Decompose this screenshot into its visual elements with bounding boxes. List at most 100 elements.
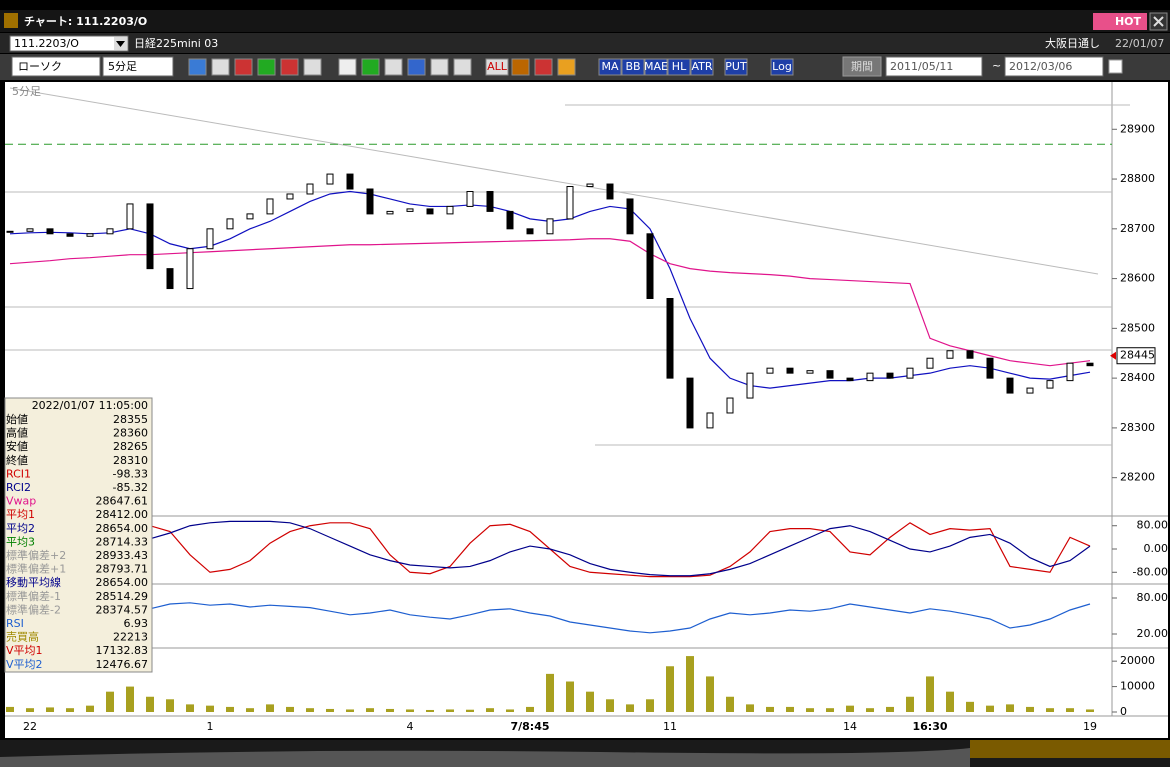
candle — [346, 173, 354, 190]
y-tick-label: 28500 — [1120, 321, 1155, 334]
tool-icon[interactable] — [257, 58, 276, 76]
title-bar — [0, 10, 1170, 32]
volume-bar — [406, 709, 414, 712]
candle — [506, 210, 514, 230]
tool-icon[interactable] — [280, 58, 299, 76]
volume-bar — [106, 691, 114, 712]
y-tick-label: 10000 — [1120, 680, 1155, 693]
y-tick-label: 80.00 — [1137, 519, 1169, 532]
tool-icon[interactable] — [690, 58, 714, 76]
period-button[interactable] — [842, 56, 882, 77]
symbol-input[interactable] — [9, 35, 129, 52]
y-tick-label: 0.00 — [1144, 542, 1169, 555]
candle — [486, 190, 494, 212]
candle — [286, 193, 294, 200]
volume-bar — [426, 709, 434, 712]
tool-icon[interactable] — [338, 58, 357, 76]
tool-icon-label: ATR — [691, 60, 712, 73]
from-date: 2011/05/11 — [890, 60, 953, 73]
info-label: RSI — [6, 617, 24, 630]
volume-bar — [346, 709, 354, 712]
tool-icon[interactable] — [621, 58, 645, 76]
tool-icon-label: HL — [672, 60, 687, 73]
candle — [706, 412, 714, 429]
volume-bar — [746, 704, 754, 712]
tool-icon[interactable] — [534, 58, 553, 76]
volume-bar — [486, 708, 494, 712]
candle — [826, 370, 834, 379]
to-input[interactable] — [1004, 56, 1104, 77]
symbol-name: 日経225mini 03 — [134, 37, 218, 50]
tool-icon[interactable] — [770, 58, 794, 76]
tool-icon[interactable] — [234, 58, 253, 76]
info-label: 高値 — [6, 426, 28, 440]
tool-icon-label: Log — [772, 60, 792, 73]
date: 22/01/07 — [1115, 37, 1164, 50]
tool-icon[interactable] — [430, 58, 449, 76]
interval-select[interactable] — [102, 56, 174, 77]
candle — [246, 213, 254, 220]
tool-icon[interactable] — [724, 58, 748, 76]
candle — [566, 186, 574, 220]
info-value: 17132.83 — [96, 644, 149, 657]
symbol: 111.2203/O — [14, 37, 79, 50]
from-input[interactable] — [885, 56, 983, 77]
volume-bar — [946, 691, 954, 712]
app-icon — [4, 13, 18, 28]
candle — [766, 367, 774, 374]
volume-bar — [926, 676, 934, 712]
tool-icon-label: BB — [625, 60, 640, 73]
tool-icon[interactable] — [667, 58, 691, 76]
hot-button[interactable] — [1093, 13, 1147, 30]
volume-bar — [266, 704, 274, 712]
tool-icon[interactable] — [303, 58, 322, 76]
volume-bar — [1046, 708, 1054, 712]
tool-icon[interactable] — [211, 58, 230, 76]
volume-bar — [1006, 704, 1014, 712]
scroll-thumb[interactable] — [970, 740, 1170, 758]
candle — [626, 198, 634, 235]
tool-icon[interactable] — [384, 58, 403, 76]
volume-bar — [466, 709, 474, 712]
y-tick-label: 20000 — [1120, 654, 1155, 667]
tool-icon[interactable] — [485, 58, 509, 76]
tool-icon[interactable] — [511, 58, 530, 76]
close-icon — [1153, 16, 1164, 27]
volume-bar — [146, 696, 154, 712]
volume-bar — [326, 708, 334, 712]
tool-icon[interactable] — [361, 58, 380, 76]
candle — [326, 173, 334, 185]
info-label: 売買高 — [6, 630, 39, 644]
volume-bar — [646, 699, 654, 712]
tool-icon[interactable] — [407, 58, 426, 76]
candle — [866, 372, 874, 382]
y-tick-label: 80.00 — [1137, 591, 1169, 604]
chart-type-select[interactable] — [11, 56, 101, 77]
panel-label: 5分足 — [12, 85, 41, 98]
tool-icon[interactable] — [188, 58, 207, 76]
volume-bar — [366, 708, 374, 712]
candle — [1066, 362, 1074, 382]
volume-bar — [726, 696, 734, 712]
info-value: 6.93 — [124, 617, 149, 630]
candle — [926, 357, 934, 369]
candle — [206, 228, 214, 250]
info-label: V平均1 — [6, 644, 43, 657]
tool-icon[interactable] — [644, 58, 668, 76]
volume-bar — [126, 686, 134, 712]
y-tick-label: 0 — [1120, 705, 1127, 718]
tool-icon[interactable] — [453, 58, 472, 76]
volume-bar — [86, 705, 94, 712]
info-value: 28412.00 — [96, 508, 149, 521]
tool-icon[interactable] — [557, 58, 576, 76]
info-value: -85.32 — [113, 481, 148, 494]
info-value: 28374.57 — [96, 603, 149, 616]
exchange: 大阪日通し — [1045, 36, 1100, 50]
checkbox[interactable] — [1108, 59, 1123, 74]
tool-icon[interactable] — [598, 58, 622, 76]
plot-bg — [5, 82, 1168, 738]
candle — [106, 228, 114, 235]
candle — [686, 377, 694, 429]
volume-bar — [246, 708, 254, 712]
indicator-line — [9, 602, 1091, 634]
